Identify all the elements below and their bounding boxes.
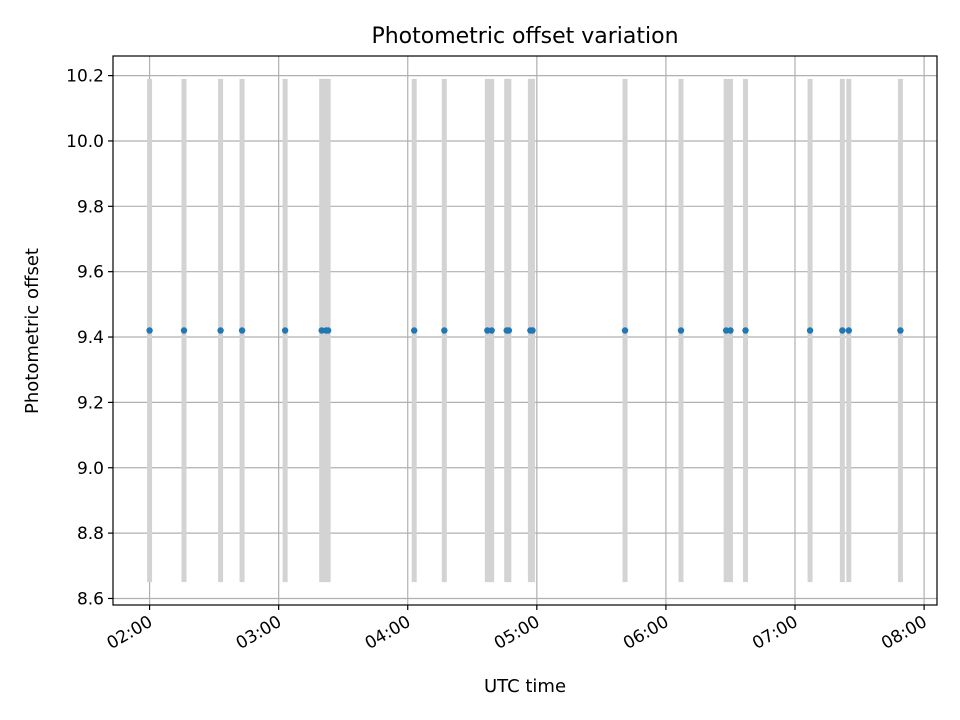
data-point bbox=[505, 327, 513, 334]
grid-lines bbox=[113, 56, 937, 605]
data-point bbox=[411, 327, 418, 334]
plot-frame bbox=[112, 55, 938, 606]
data-point bbox=[806, 327, 814, 334]
data-point bbox=[180, 327, 188, 334]
data-point bbox=[742, 327, 749, 334]
y-tick-label: 8.6 bbox=[77, 589, 104, 609]
data-point bbox=[281, 327, 289, 334]
y-tick-label: 9.2 bbox=[77, 393, 104, 413]
y-axis-label: Photometric offset bbox=[22, 248, 43, 414]
data-point bbox=[677, 327, 685, 334]
y-tick-label: 8.8 bbox=[77, 524, 104, 544]
data-point bbox=[217, 327, 224, 334]
data-point bbox=[324, 327, 332, 334]
data-points bbox=[146, 327, 904, 334]
y-tick-label: 9.0 bbox=[77, 459, 104, 479]
y-tick-label: 9.8 bbox=[77, 197, 104, 217]
data-point bbox=[529, 327, 536, 334]
x-axis-label: UTC time bbox=[484, 676, 566, 697]
data-point bbox=[441, 327, 448, 334]
data-point bbox=[146, 327, 153, 334]
chart-title: Photometric offset variation bbox=[371, 24, 678, 49]
y-tick-label: 9.4 bbox=[77, 328, 104, 348]
data-point bbox=[845, 327, 852, 334]
y-tick-label: 10.0 bbox=[66, 132, 104, 152]
y-axis-ticks: 8.6 8.8 9.0 9.2 9.4 9.6 9.8 10.0 10.2 bbox=[66, 67, 113, 609]
data-point bbox=[621, 327, 629, 334]
data-point bbox=[897, 327, 904, 334]
data-point bbox=[488, 327, 495, 334]
y-tick-label: 9.6 bbox=[77, 263, 104, 283]
data-point bbox=[727, 327, 734, 334]
data-point bbox=[238, 327, 246, 334]
data-point bbox=[839, 327, 846, 334]
y-tick-label: 10.2 bbox=[66, 67, 104, 87]
